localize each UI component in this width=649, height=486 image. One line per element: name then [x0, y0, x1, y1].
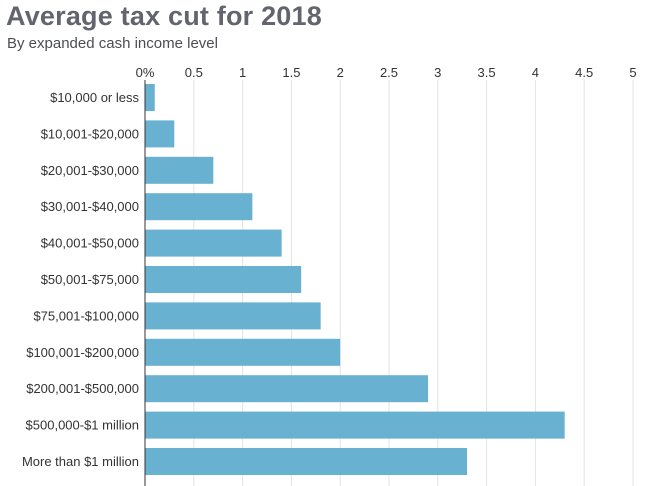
- category-labels: $10,000 or less $10,001-$20,000 $20,001-$3…: [22, 90, 140, 469]
- x-tick-labels: 0% 0.5 1 1.5 2 2.5 3 3.5 4 4.5 5: [136, 65, 637, 80]
- category-label: $40,001-$50,000: [41, 236, 139, 251]
- bar: [145, 411, 565, 439]
- x-tick-label: 4: [532, 65, 539, 80]
- category-label: More than $1 million: [22, 454, 139, 469]
- category-label: $75,001-$100,000: [33, 308, 139, 323]
- x-tick-label: 3: [434, 65, 441, 80]
- category-label: $50,001-$75,000: [41, 272, 139, 287]
- bar: [145, 375, 429, 403]
- chart-subtitle: By expanded cash income level: [7, 35, 218, 52]
- bar: [145, 338, 341, 366]
- category-label: $10,000 or less: [50, 90, 139, 105]
- bar: [145, 302, 321, 330]
- x-tick-label: 1: [239, 65, 246, 80]
- chart-title: Average tax cut for 2018: [6, 1, 322, 31]
- x-tick-label: 0%: [136, 65, 155, 80]
- category-label: $20,001-$30,000: [41, 163, 139, 178]
- category-label: $200,001-$500,000: [26, 381, 139, 396]
- bar: [145, 448, 468, 475]
- x-tick-label: 3.5: [478, 65, 496, 80]
- x-tick-label: 5: [629, 65, 636, 80]
- bar: [145, 156, 214, 184]
- category-label: $100,001-$200,000: [26, 345, 139, 360]
- bar: [145, 266, 302, 293]
- bar: [145, 84, 155, 111]
- category-label: $10,001-$20,000: [41, 126, 139, 141]
- bar: [145, 229, 282, 257]
- x-tick-label: 2: [337, 65, 344, 80]
- x-tick-label: 2.5: [380, 65, 398, 80]
- x-tick-label: 1.5: [282, 65, 300, 80]
- bars: [145, 84, 565, 475]
- bar: [145, 120, 175, 148]
- category-label: $30,001-$40,000: [41, 199, 139, 214]
- bar: [145, 193, 253, 221]
- x-tick-label: 4.5: [575, 65, 593, 80]
- category-label: $500,000-$1 million: [26, 418, 139, 433]
- x-tick-label: 0.5: [185, 65, 203, 80]
